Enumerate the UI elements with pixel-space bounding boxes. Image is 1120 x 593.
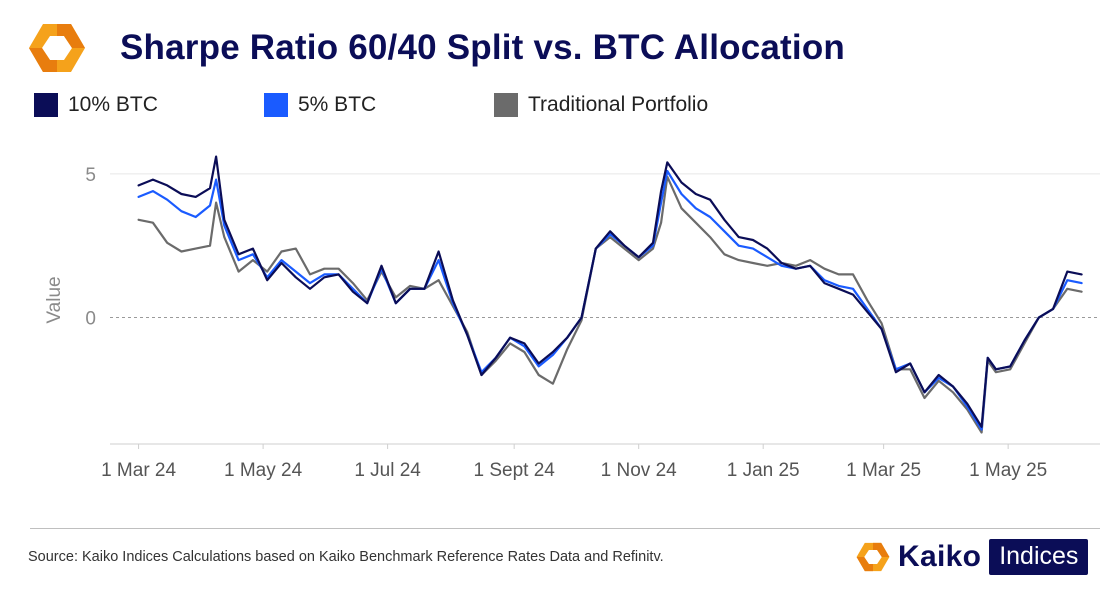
kaiko-logo-icon: [29, 24, 85, 72]
source-note: Source: Kaiko Indices Calculations based…: [28, 549, 664, 565]
legend-label-5pct-btc: 5% BTC: [298, 93, 377, 116]
x-tick-label-3: 1 Sept 24: [473, 460, 555, 481]
legend-label-traditional-portfolio: Traditional Portfolio: [528, 93, 709, 116]
chart-title: Sharpe Ratio 60/40 Split vs. BTC Allocat…: [120, 28, 845, 67]
x-tick-label-7: 1 May 25: [969, 460, 1047, 481]
x-tick-label-6: 1 Mar 25: [846, 460, 921, 481]
y-tick-label-5: 5: [85, 165, 96, 186]
footer-divider: [30, 528, 1100, 529]
x-tick-label-2: 1 Jul 24: [354, 460, 421, 481]
series-line-5pct-btc: [137, 169, 1083, 431]
y-tick-label-0: 0: [85, 309, 96, 330]
kaiko-indices-brand: Kaiko Indices: [856, 534, 1100, 580]
legend-item-10pct-btc: 10% BTC: [34, 93, 158, 117]
legend-swatch-traditional-portfolio: [494, 93, 518, 117]
legend-item-traditional-portfolio: Traditional Portfolio: [494, 93, 708, 117]
y-axis-label: Value: [44, 276, 65, 323]
x-tick-label-1: 1 May 24: [224, 460, 303, 481]
brand-name: Kaiko: [898, 540, 982, 573]
x-tick-label-5: 1 Jan 25: [727, 460, 800, 481]
brand-badge: Indices: [989, 539, 1089, 575]
series-line-traditional-portfolio: [137, 175, 1083, 434]
legend-label-10pct-btc: 10% BTC: [68, 93, 158, 116]
x-tick-label-0: 1 Mar 24: [101, 460, 176, 481]
chart-header: Sharpe Ratio 60/40 Split vs. BTC Allocat…: [28, 18, 845, 78]
legend-item-5pct-btc: 5% BTC: [264, 93, 376, 117]
series-line-10pct-btc: [137, 155, 1083, 428]
kaiko-brand-logo-icon: [856, 542, 890, 572]
legend-swatch-5pct-btc: [264, 93, 288, 117]
sharpe-ratio-line-chart: 0 5 Value 1 Mar 24 1 May 24 1 Jul 24 1 Sept 24…: [44, 155, 1100, 481]
x-tick-label-4: 1 Nov 24: [601, 460, 677, 481]
legend-swatch-10pct-btc: [34, 93, 58, 117]
